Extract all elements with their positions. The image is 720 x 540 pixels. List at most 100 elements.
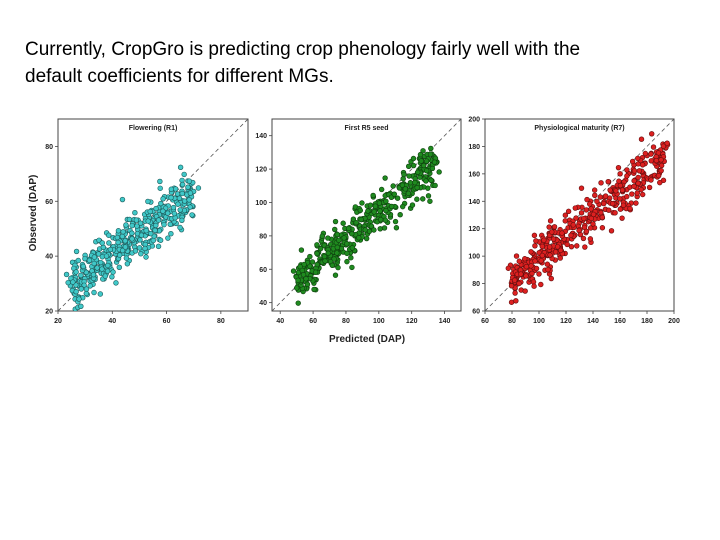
data-point — [298, 247, 305, 253]
data-point — [325, 250, 331, 256]
data-point — [177, 164, 184, 170]
data-point — [348, 255, 354, 261]
data-point — [304, 281, 311, 288]
data-point — [382, 175, 388, 181]
y-tick-label: 60 — [472, 309, 480, 316]
data-point — [559, 230, 565, 236]
data-point — [539, 243, 546, 250]
data-point — [423, 168, 430, 174]
data-point — [94, 265, 100, 271]
y-tick-label: 140 — [255, 133, 267, 140]
data-point — [578, 210, 585, 216]
data-point — [551, 224, 558, 230]
data-point — [165, 235, 171, 241]
data-point — [546, 244, 553, 250]
data-point — [629, 158, 636, 165]
data-point — [143, 254, 149, 260]
x-tick-label: 200 — [668, 318, 680, 325]
data-point — [627, 205, 633, 212]
data-point — [391, 191, 398, 197]
data-point — [186, 178, 193, 184]
data-point — [344, 250, 350, 257]
data-point — [116, 264, 123, 271]
data-point — [417, 151, 424, 158]
data-point — [78, 303, 84, 309]
data-point — [634, 190, 640, 196]
data-point — [307, 253, 313, 260]
data-point — [528, 249, 534, 255]
data-point — [99, 240, 105, 246]
x-tick-label: 180 — [641, 318, 653, 325]
data-point — [418, 158, 425, 164]
data-point — [82, 255, 88, 262]
y-tick-label: 180 — [468, 144, 480, 151]
data-point — [541, 237, 547, 243]
data-point — [179, 181, 186, 188]
data-point — [568, 243, 575, 250]
data-point — [365, 208, 371, 214]
data-point — [427, 151, 434, 157]
data-point — [187, 190, 194, 196]
data-point — [367, 202, 374, 208]
data-point — [186, 197, 192, 203]
plot-first-r5-seed: First R5 seed 40 60 80 100 120 140 40 60 80 100 120… — [255, 118, 462, 325]
data-point — [381, 225, 388, 231]
data-point — [586, 201, 593, 207]
data-point — [129, 222, 135, 229]
data-point — [538, 281, 544, 288]
data-point — [325, 235, 331, 241]
data-point — [583, 228, 590, 235]
slide-text-line-2: default coefficients for different MGs. — [25, 66, 334, 87]
data-point — [544, 261, 551, 267]
data-point — [295, 300, 301, 306]
x-tick-label: 100 — [373, 318, 385, 325]
data-point — [106, 240, 112, 246]
data-point — [157, 178, 163, 185]
data-point — [171, 210, 178, 217]
y-tick-label: 120 — [468, 226, 480, 233]
data-point — [153, 222, 159, 229]
data-point — [91, 289, 97, 296]
data-point — [134, 223, 140, 229]
data-point — [73, 248, 80, 255]
x-tick-label: 80 — [217, 318, 225, 325]
data-point — [617, 171, 623, 177]
x-tick-label: 100 — [533, 318, 545, 325]
data-point — [65, 279, 71, 286]
data-point — [362, 227, 368, 233]
data-point — [122, 238, 128, 244]
plot-flowering: Flowering (R1) 20 40 60 80 20 40 60 80 — [45, 118, 249, 325]
data-point — [97, 291, 104, 297]
data-point — [650, 144, 657, 150]
data-point — [410, 162, 417, 169]
data-point — [83, 286, 90, 292]
data-point — [119, 233, 126, 240]
data-point — [115, 228, 122, 234]
data-point — [581, 215, 587, 222]
data-point — [653, 157, 660, 164]
data-point — [420, 196, 426, 202]
data-point — [635, 180, 641, 187]
data-point — [409, 202, 416, 208]
data-point — [393, 225, 400, 231]
data-point — [363, 235, 370, 242]
data-point — [97, 259, 104, 266]
x-tick-label: 120 — [560, 318, 572, 325]
data-point — [153, 205, 159, 212]
data-point — [114, 234, 121, 241]
data-point — [377, 208, 383, 214]
data-point — [512, 290, 518, 296]
y-tick-label: 100 — [255, 200, 267, 207]
data-point — [76, 296, 82, 302]
data-point — [303, 276, 309, 282]
data-point — [137, 220, 144, 226]
data-point — [516, 280, 522, 287]
data-point — [648, 151, 654, 157]
data-point — [312, 269, 319, 275]
data-point — [548, 275, 554, 282]
data-point — [370, 192, 376, 199]
data-point — [528, 263, 534, 269]
data-point — [536, 271, 542, 277]
data-point — [132, 248, 139, 254]
x-tick-label: 60 — [163, 318, 171, 325]
